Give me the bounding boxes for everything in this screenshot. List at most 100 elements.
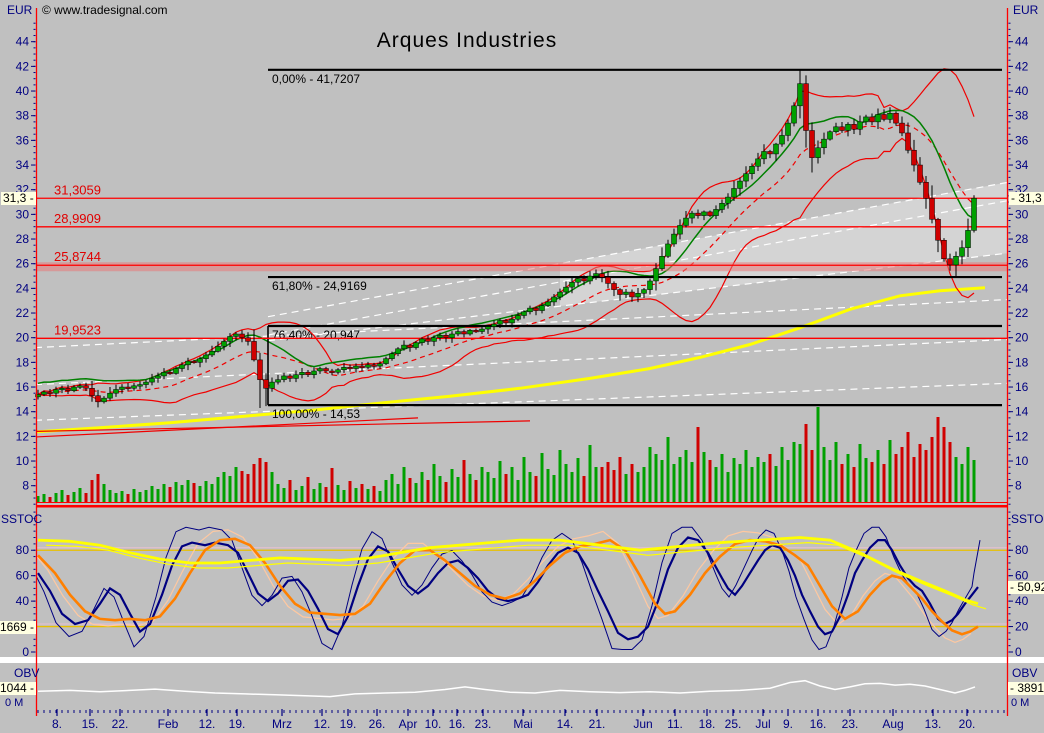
trendline-white-dashed bbox=[267, 181, 1008, 318]
obv-axis-tick-right: 0 M bbox=[1011, 697, 1030, 709]
y-axis-label-left: 24 bbox=[16, 281, 30, 295]
sstoc-current-tag-left-value: 7,1669 - bbox=[0, 621, 36, 634]
sstoc-axis-label-left: 80 bbox=[16, 543, 30, 557]
x-axis-label: 16. bbox=[449, 717, 466, 731]
y-axis-label-left: 28 bbox=[16, 232, 30, 246]
y-axis-label-left: 10 bbox=[16, 454, 30, 468]
sstoc-axis-label-right: 20 bbox=[1015, 620, 1029, 634]
y-axis-label-right: 30 bbox=[1015, 207, 1029, 221]
obv-current-tag-left[interactable]: 3891044 - bbox=[0, 682, 36, 695]
stoch-d-slow bbox=[37, 537, 979, 636]
y-axis-label-left: 36 bbox=[16, 133, 30, 147]
y-axis-label-left: 18 bbox=[16, 355, 30, 369]
sstoc-axis-label-left: 0 bbox=[22, 645, 29, 659]
obv-panel bbox=[37, 679, 976, 698]
obv-current-tag-right[interactable]: - 3891044 bbox=[1008, 682, 1044, 695]
trendline-red-2 bbox=[36, 420, 531, 432]
sstoc-axis-label-right: 0 bbox=[1015, 645, 1022, 659]
x-axis-label: 11. bbox=[667, 717, 683, 731]
fib-level-label: 0,00% - 41,7207 bbox=[272, 72, 360, 86]
x-axis-label: 9. bbox=[783, 717, 793, 731]
y-axis-label-left: 42 bbox=[16, 59, 30, 73]
x-axis-label: 25. bbox=[725, 717, 742, 731]
obv-axis-tick-left: 0 M bbox=[5, 697, 24, 709]
band-lower-red bbox=[37, 137, 975, 404]
x-axis-label: 13. bbox=[925, 717, 942, 731]
y-axis-label-right: 38 bbox=[1015, 109, 1029, 123]
x-axis-label: Jul bbox=[755, 717, 770, 731]
obv-panel-label-right: OBV bbox=[1012, 666, 1038, 680]
y-axis-label-right: 40 bbox=[1015, 84, 1029, 98]
trendline-white-dashed bbox=[36, 338, 1008, 386]
sstoc-panel-label-right: SSTOC bbox=[1011, 512, 1044, 526]
x-axis-label: 15. bbox=[82, 717, 99, 731]
y-axis-label-right: 22 bbox=[1015, 306, 1029, 320]
y-axis-label-right: 44 bbox=[1015, 35, 1029, 49]
candlesticks bbox=[35, 69, 977, 408]
sstoc-current-tag-left[interactable]: 7,1669 - bbox=[0, 621, 36, 634]
obv-line bbox=[37, 679, 976, 698]
y-axis-label-left: 20 bbox=[16, 331, 30, 345]
x-axis-label: 14. bbox=[557, 717, 574, 731]
price-current-tag-left[interactable]: 31,3 - bbox=[1, 191, 36, 205]
x-axis-label: 10. bbox=[425, 717, 442, 731]
trendline-white-dashed bbox=[36, 382, 1008, 421]
stoch-signal-thick bbox=[37, 536, 979, 606]
ma-red-dashed bbox=[37, 124, 975, 395]
y-axis-label-right: 16 bbox=[1015, 380, 1029, 394]
y-axis-label-right: 14 bbox=[1015, 405, 1029, 419]
y-axis-label-left: 16 bbox=[16, 380, 30, 394]
x-axis-label: Feb bbox=[158, 717, 179, 731]
stoch-d-thin bbox=[36, 529, 972, 644]
x-axis-label: Mrz bbox=[272, 717, 292, 731]
y-axis-label-left: 40 bbox=[16, 84, 30, 98]
y-axis-label-right: 18 bbox=[1015, 355, 1029, 369]
price-axis-unit-left: EUR bbox=[7, 3, 33, 17]
y-axis-label-left: 22 bbox=[16, 306, 30, 320]
stoch-k-slow bbox=[37, 536, 979, 641]
x-axis-label: 21. bbox=[589, 717, 606, 731]
trendline-white-dashed bbox=[36, 298, 1008, 349]
x-axis-label: 19. bbox=[229, 717, 246, 731]
x-axis-label: 12. bbox=[199, 717, 216, 731]
price-current-tag-right[interactable]: - 31,3 bbox=[1009, 191, 1044, 205]
y-axis-label-left: 12 bbox=[16, 429, 30, 443]
y-axis-label-left: 14 bbox=[16, 405, 30, 419]
y-axis-label-left: 38 bbox=[16, 109, 30, 123]
hline-label: 31,3059 bbox=[54, 182, 101, 197]
price-axis-unit-right: EUR bbox=[1013, 3, 1039, 17]
fib-level-label: 100,00% - 14,53 bbox=[272, 407, 360, 421]
x-axis-label: 18. bbox=[699, 717, 716, 731]
y-axis-label-left: 8 bbox=[22, 479, 29, 493]
chart-title: Arques Industries bbox=[376, 29, 558, 52]
sstoc-axis-label-left: 40 bbox=[16, 594, 30, 608]
x-axis-label: 26. bbox=[369, 717, 386, 731]
x-axis-label: Apr bbox=[399, 717, 418, 731]
x-axis-label: Mai bbox=[513, 717, 532, 731]
y-axis-label-right: 20 bbox=[1015, 331, 1029, 345]
watermark: © www.tradesignal.com bbox=[42, 3, 168, 17]
trend-channel-fill bbox=[560, 182, 1008, 307]
y-axis-label-left: 30 bbox=[16, 207, 30, 221]
sstoc-axis-label-left: 60 bbox=[16, 569, 30, 583]
volume-bars bbox=[36, 407, 976, 502]
y-axis-label-right: 26 bbox=[1015, 257, 1029, 271]
y-axis-label-right: 8 bbox=[1015, 479, 1022, 493]
price-panel bbox=[36, 68, 1008, 438]
sstoc-current-tag-right[interactable]: - 50,92 bbox=[1008, 581, 1044, 594]
stochastic-lines bbox=[36, 526, 987, 651]
y-axis-label-right: 42 bbox=[1015, 59, 1029, 73]
fib-level-label: 61,80% - 24,9169 bbox=[272, 279, 367, 293]
obv-panel-label-left: OBV bbox=[14, 666, 40, 680]
sstoc-axis-label-right: 40 bbox=[1015, 594, 1029, 608]
y-axis-label-right: 34 bbox=[1015, 158, 1029, 172]
sstoc-axis-label-right: 60 bbox=[1015, 569, 1029, 583]
hline-label: 19,9523 bbox=[54, 322, 101, 337]
fibonacci-retracement: 0,00% - 41,7207 61,80% - 24,9169 76,40% - … bbox=[267, 68, 1002, 421]
y-axis-label-right: 28 bbox=[1015, 232, 1029, 246]
x-axis-label: 8. bbox=[52, 717, 62, 731]
hline-label: 25,8744 bbox=[54, 249, 101, 264]
x-axis-label: 16. bbox=[810, 717, 827, 731]
